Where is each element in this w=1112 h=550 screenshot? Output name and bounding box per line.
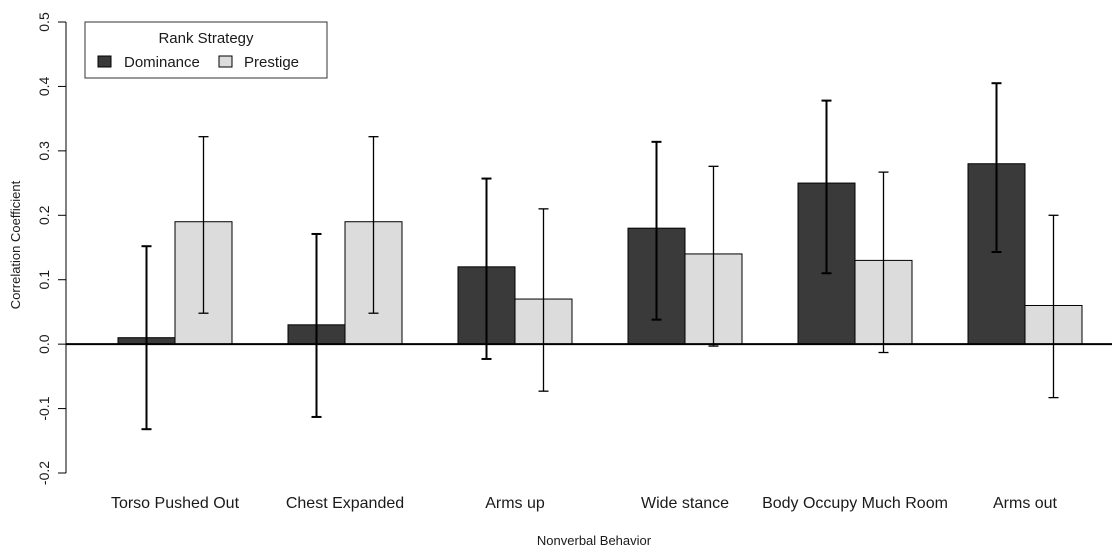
y-tick-label: -0.2	[36, 461, 52, 485]
x-tick-label: Torso Pushed Out	[111, 495, 240, 512]
y-axis-title: Correlation Coefficient	[8, 180, 23, 309]
x-tick-label: Chest Expanded	[286, 495, 404, 512]
y-tick-label: 0.2	[36, 205, 52, 225]
legend-title: Rank Strategy	[158, 30, 254, 47]
legend-swatch-prestige	[218, 55, 233, 68]
y-tick-label: 0.5	[36, 12, 52, 32]
y-tick-label: 0.1	[36, 270, 52, 290]
y-axis: -0.2 -0.1 0.0 0.1 0.2 0.3 0.4 0.5	[36, 12, 67, 485]
legend: Rank Strategy Dominance Prestige	[84, 21, 328, 79]
x-axis-title: Nonverbal Behavior	[537, 533, 652, 548]
y-tick-label: 0.3	[36, 141, 52, 161]
y-tick-label: -0.1	[36, 396, 52, 420]
x-tick-label: Wide stance	[641, 495, 729, 512]
legend-box	[84, 21, 328, 79]
legend-label-dominance: Dominance	[124, 54, 200, 71]
error-bars	[141, 82, 1059, 431]
legend-label-prestige: Prestige	[244, 54, 299, 71]
legend-swatch-dominance	[97, 55, 112, 68]
x-tick-label: Body Occupy Much Room	[762, 495, 948, 512]
y-tick-label: 0.4	[36, 76, 52, 96]
x-tick-label: Arms up	[485, 495, 545, 512]
category-labels: Torso Pushed Out Chest Expanded Arms up Wid…	[111, 495, 1058, 512]
y-tick-label: 0.0	[36, 334, 52, 354]
bars	[117, 163, 1083, 345]
x-tick-label: Arms out	[993, 495, 1058, 512]
